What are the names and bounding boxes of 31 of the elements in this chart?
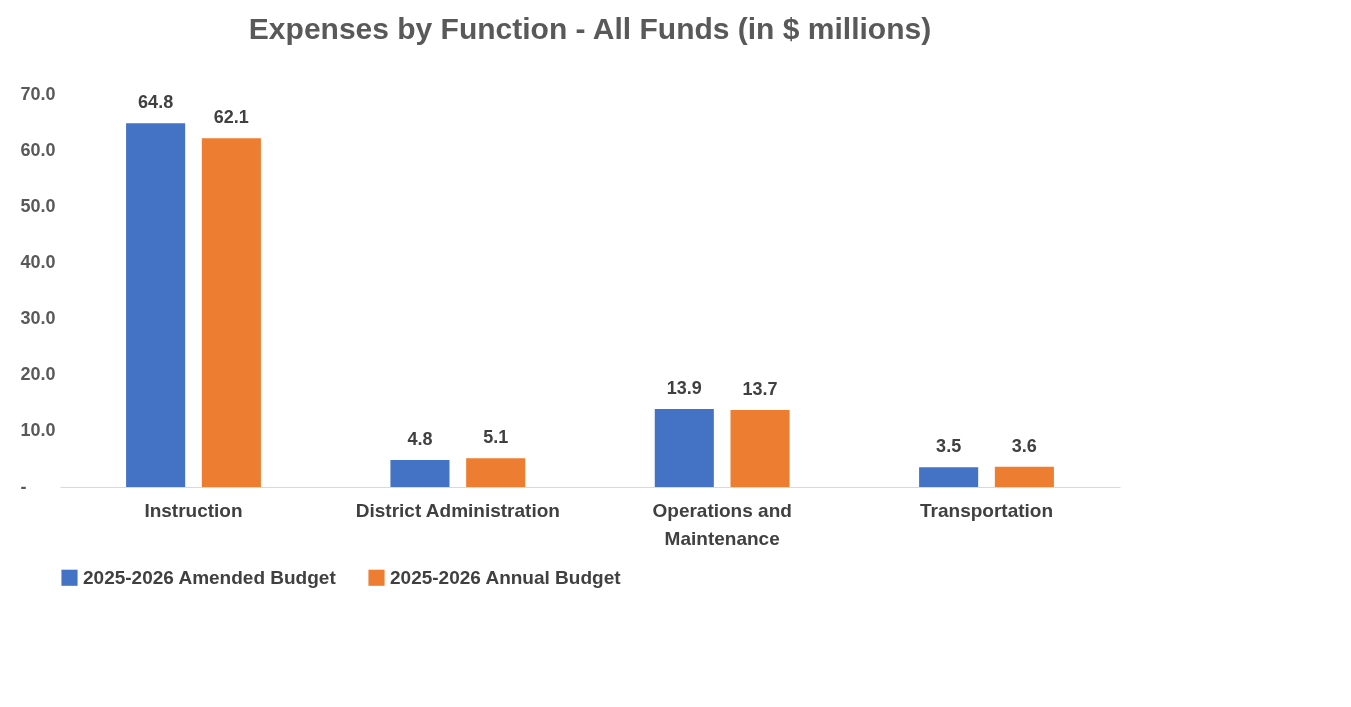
data-label: 13.7 (742, 379, 778, 400)
bar (994, 466, 1054, 487)
x-tick-label: Operations and Maintenance (652, 499, 792, 549)
bar (730, 410, 790, 487)
x-tick-label: Transportation (920, 499, 1054, 521)
chart-title: Expenses by Function - All Funds (in $ millions) (248, 12, 932, 45)
legend-label: 2025-2026 Annual Budget (390, 566, 622, 588)
data-label: 3.6 (1011, 435, 1037, 456)
data-label: 4.8 (407, 429, 433, 450)
y-tick-label: 10.0 (20, 420, 56, 441)
bar (201, 138, 261, 487)
bar (654, 408, 714, 487)
legend-label: 2025-2026 Amended Budget (83, 566, 337, 588)
y-tick-label: 40.0 (20, 251, 56, 272)
bar (390, 460, 450, 487)
y-tick-label: 50.0 (20, 195, 56, 216)
bar (466, 458, 526, 487)
data-label: 64.8 (138, 92, 174, 113)
data-label: 62.1 (213, 107, 249, 128)
bar (126, 123, 186, 487)
data-label: 13.9 (666, 377, 702, 398)
data-label: 5.1 (483, 427, 509, 448)
y-tick-label: - (20, 476, 27, 497)
y-tick-label: 70.0 (20, 83, 56, 104)
bar (919, 467, 979, 487)
y-tick-label: 20.0 (20, 364, 56, 385)
data-label: 3.5 (936, 436, 962, 457)
x-tick-label: District Administration (355, 499, 560, 521)
y-tick-label: 30.0 (20, 308, 56, 329)
x-tick-label: Instruction (144, 499, 243, 521)
y-tick-label: 60.0 (20, 139, 56, 160)
